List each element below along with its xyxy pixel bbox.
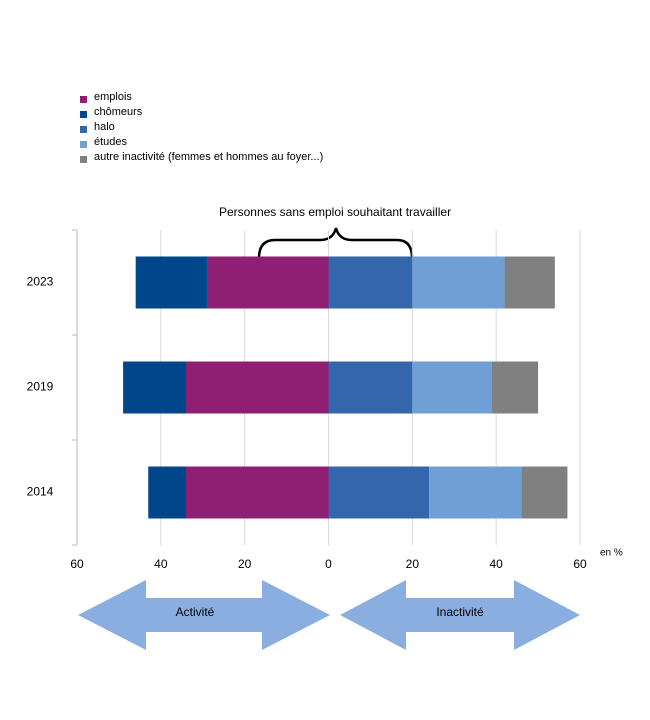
bar-segment [148, 466, 186, 519]
bar-segment [185, 466, 329, 519]
inactivity-arrow [340, 580, 580, 650]
x-tick-label: 20 [406, 557, 420, 571]
y-tick-label: 2019 [27, 380, 54, 394]
legend-swatch [80, 126, 87, 133]
bar-segment [206, 256, 329, 309]
x-tick-label: 40 [489, 557, 503, 571]
legend-swatch [80, 156, 87, 163]
legend-swatch [80, 96, 87, 103]
x-tick-label: 0 [325, 557, 332, 571]
inactivity-label: Inactivité [436, 605, 484, 619]
activity-arrow [78, 580, 330, 650]
legend-swatch [80, 141, 87, 148]
x-tick-label: 40 [154, 557, 168, 571]
x-tick-label: 60 [573, 557, 587, 571]
legend-label: autre inactivité (femmes et hommes au fo… [94, 151, 323, 163]
bar-segment [123, 361, 186, 414]
bar-segment [185, 361, 329, 414]
brace [257, 227, 414, 259]
bar-segment [412, 361, 492, 414]
legend-label: études [94, 136, 128, 148]
bar-segment [328, 256, 413, 309]
brace-label: Personnes sans emploi souhaitant travail… [219, 205, 451, 219]
y-tick-label: 2023 [27, 275, 54, 289]
legend-label: emplois [94, 91, 132, 103]
legend-swatch [80, 111, 87, 118]
bar-segment [328, 466, 430, 519]
unit-label: en % [600, 548, 623, 559]
bar-segment [135, 256, 207, 309]
bar-segment [521, 466, 568, 519]
legend-label: chômeurs [94, 106, 143, 118]
y-tick-label: 2014 [27, 485, 54, 499]
bar-segment [504, 256, 555, 309]
x-tick-label: 20 [238, 557, 252, 571]
bar-segment [429, 466, 522, 519]
bar-segment [491, 361, 539, 414]
legend-label: halo [94, 121, 115, 133]
x-tick-label: 60 [70, 557, 84, 571]
activity-label: Activité [176, 605, 215, 619]
bar-segment [328, 361, 413, 414]
bar-segment [412, 256, 505, 309]
